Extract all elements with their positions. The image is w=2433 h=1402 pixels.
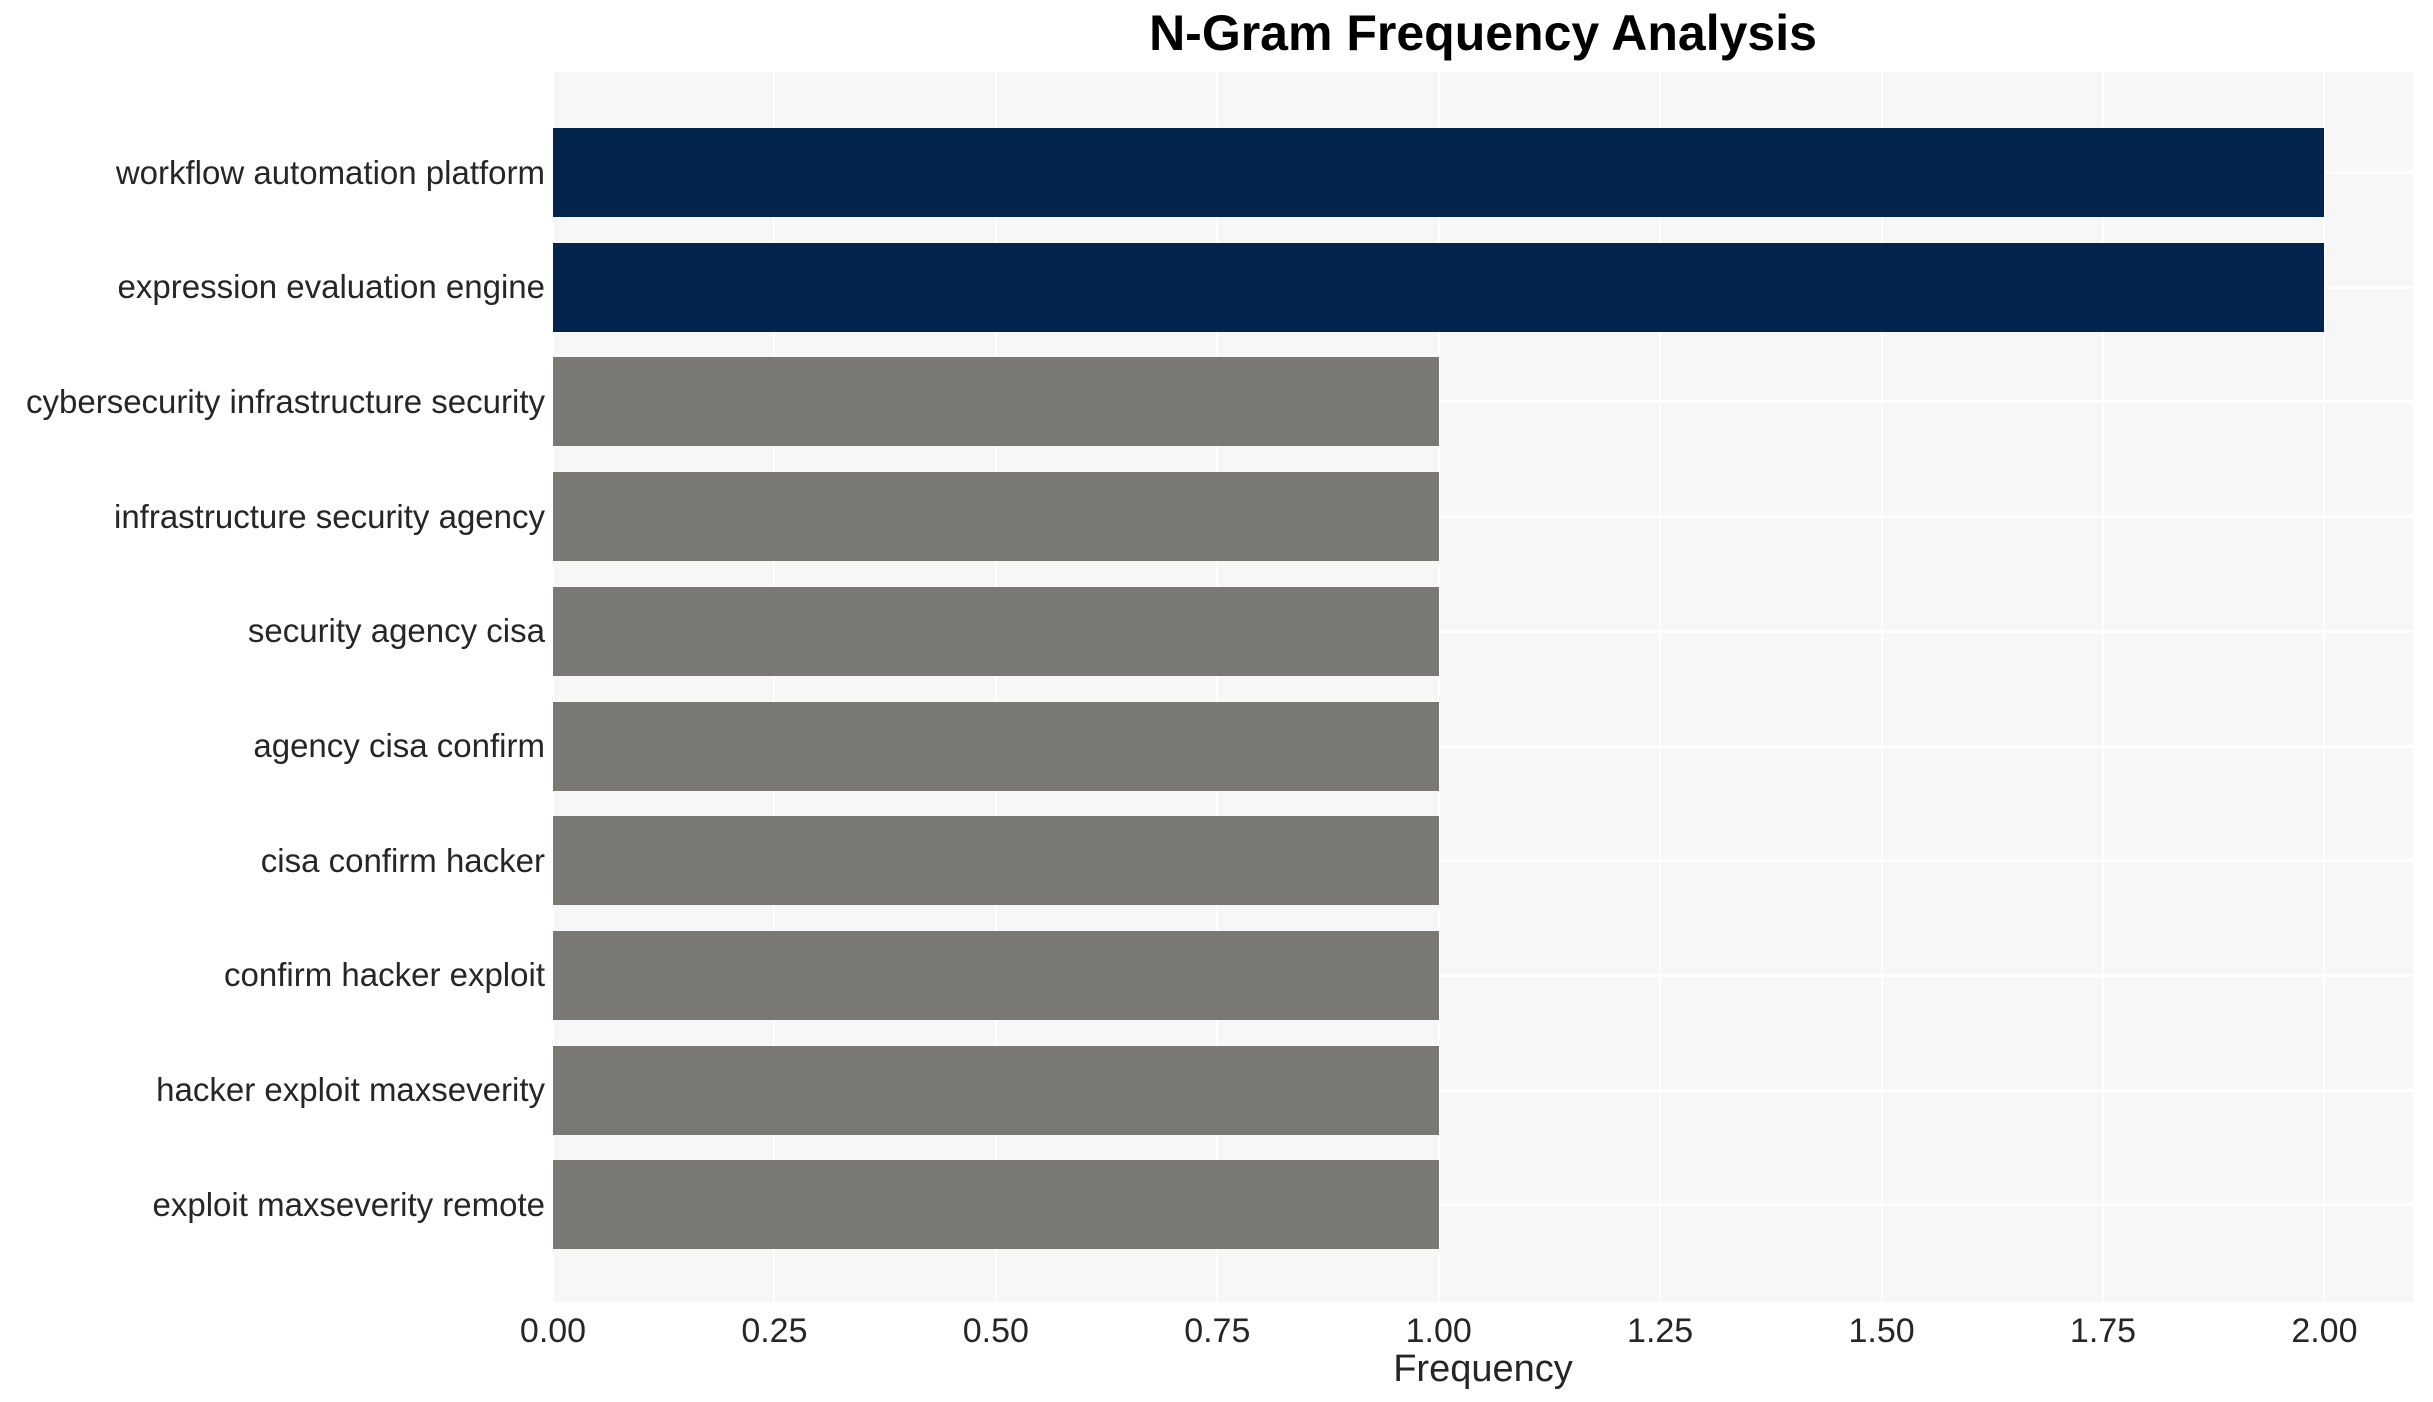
x-tick-label: 1.50 xyxy=(1848,1312,1915,1350)
x-gridline xyxy=(2323,72,2326,1302)
y-tick-label: cybersecurity infrastructure security xyxy=(26,382,545,420)
bar xyxy=(553,357,1439,447)
x-tick-label: 1.75 xyxy=(2069,1312,2137,1350)
y-gridline xyxy=(553,859,2413,863)
bar xyxy=(553,1045,1439,1135)
x-tick-label: 0.50 xyxy=(962,1312,1029,1350)
x-tick-label: 0.00 xyxy=(519,1312,587,1350)
x-gridline xyxy=(994,72,997,1302)
bar xyxy=(553,816,1439,906)
y-tick-label: expression evaluation engine xyxy=(117,268,545,306)
bar xyxy=(553,930,1439,1020)
y-gridline xyxy=(553,744,2413,748)
bar xyxy=(553,586,1439,676)
y-tick-label: agency cisa confirm xyxy=(253,727,545,764)
y-tick-label: workflow automation platform xyxy=(115,153,545,191)
x-tick-label: 0.75 xyxy=(1184,1312,1251,1350)
bar xyxy=(553,472,1439,562)
chart-title: N-Gram Frequency Analysis xyxy=(1149,5,1817,61)
x-tick-label: 1.25 xyxy=(1627,1312,1694,1350)
x-gridline xyxy=(2102,72,2104,1302)
x-axis-title: Frequency xyxy=(1393,1348,1573,1390)
y-gridline xyxy=(553,1088,2413,1092)
y-tick-label: infrastructure security agency xyxy=(113,497,545,535)
bar xyxy=(553,1160,1439,1250)
y-tick-label: confirm hacker exploit xyxy=(224,956,545,994)
y-gridline xyxy=(553,1203,2413,1207)
x-tick-label: 0.25 xyxy=(741,1312,808,1350)
plot-area xyxy=(552,72,2413,1302)
y-gridline xyxy=(553,973,2413,977)
y-tick-label: cisa confirm hacker xyxy=(260,841,545,879)
y-tick-label: security agency cisa xyxy=(247,612,545,650)
x-gridline xyxy=(1880,72,1883,1302)
x-gridline xyxy=(552,72,554,1302)
bar xyxy=(553,128,2325,217)
x-tick-label: 1.00 xyxy=(1405,1312,1472,1350)
y-gridline xyxy=(553,629,2413,633)
x-gridline xyxy=(773,72,776,1302)
y-gridline xyxy=(553,400,2413,404)
x-gridline xyxy=(1216,72,1219,1302)
bar xyxy=(553,242,2325,332)
y-tick-label: exploit maxseverity remote xyxy=(152,1185,545,1223)
x-gridline xyxy=(1659,72,1662,1302)
x-gridline xyxy=(1437,72,1440,1302)
bar xyxy=(553,701,1439,791)
x-tick-label: 2.00 xyxy=(2291,1312,2358,1350)
y-gridline xyxy=(553,515,2413,519)
y-tick-label: hacker exploit maxseverity xyxy=(156,1071,545,1109)
